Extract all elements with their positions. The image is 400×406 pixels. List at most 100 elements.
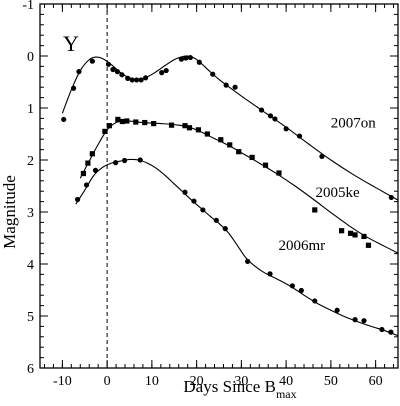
data-point-2005ke bbox=[106, 123, 112, 129]
series-label-2005ke: 2005ke bbox=[316, 185, 361, 201]
data-point-2007on bbox=[138, 77, 144, 83]
data-point-2005ke bbox=[227, 142, 233, 148]
data-point-2006mr bbox=[334, 307, 340, 313]
data-point-2006mr bbox=[361, 318, 367, 324]
data-point-2005ke bbox=[133, 119, 139, 125]
x-tick-label: 50 bbox=[324, 374, 338, 389]
data-point-2007on bbox=[129, 77, 135, 83]
data-point-2006mr bbox=[191, 198, 197, 204]
y-tick-label: 5 bbox=[27, 310, 34, 325]
y-axis-label: Magnitude bbox=[0, 175, 19, 249]
data-point-2006mr bbox=[245, 258, 251, 264]
series-labels: 2007on 2005ke 2006mr bbox=[278, 116, 376, 254]
data-point-2007on bbox=[114, 69, 121, 75]
data-point-2005ke bbox=[115, 116, 121, 123]
y-tick-label: 4 bbox=[27, 258, 34, 273]
data-point-2005ke bbox=[352, 232, 358, 238]
data-point-2006mr bbox=[113, 160, 119, 166]
data-point-2006mr bbox=[267, 271, 273, 277]
data-point-2006mr bbox=[289, 283, 295, 289]
y-tick-label: 0 bbox=[27, 50, 34, 65]
panel-label: Y bbox=[63, 31, 79, 56]
data-point-2005ke bbox=[89, 151, 95, 157]
data-point-2006mr bbox=[200, 207, 206, 213]
data-point-2005ke bbox=[182, 123, 188, 129]
data-point-2007on bbox=[223, 82, 229, 88]
data-point-2007on bbox=[89, 58, 95, 64]
data-point-2005ke bbox=[365, 242, 372, 248]
data-point-2007on bbox=[143, 75, 149, 81]
data-point-2007on bbox=[163, 67, 169, 74]
data-point-2007on bbox=[183, 55, 189, 61]
data-point-2006mr bbox=[213, 217, 219, 223]
data-point-2006mr bbox=[137, 157, 143, 163]
data-point-2005ke bbox=[204, 131, 210, 137]
y-tick-label: 2 bbox=[27, 154, 34, 169]
data-point-2007on bbox=[134, 77, 140, 83]
x-axis-label: Days Since Bmax bbox=[183, 377, 296, 401]
data-point-2007on bbox=[70, 85, 77, 91]
data-point-2005ke bbox=[262, 162, 269, 168]
x-tick-label: -10 bbox=[53, 374, 72, 389]
x-tick-label: 30 bbox=[234, 374, 248, 389]
x-tick-label: 40 bbox=[279, 374, 293, 389]
data-point-2006mr bbox=[222, 226, 228, 232]
data-point-2005ke bbox=[361, 233, 367, 240]
data-point-2007on bbox=[210, 71, 216, 77]
x-tick-label: 10 bbox=[145, 374, 159, 389]
data-point-2005ke bbox=[102, 128, 108, 134]
data-point-2007on bbox=[388, 194, 394, 201]
data-points bbox=[61, 54, 394, 335]
data-point-2007on bbox=[232, 84, 238, 90]
x-axis-label-main: Days Since B bbox=[183, 377, 276, 396]
data-point-2007on bbox=[159, 70, 165, 76]
series-label-2006mr: 2006mr bbox=[278, 238, 325, 254]
data-point-2007on bbox=[178, 56, 185, 62]
data-point-2007on bbox=[272, 116, 278, 122]
data-point-2007on bbox=[196, 59, 202, 65]
data-point-2007on bbox=[110, 66, 116, 73]
data-point-2005ke bbox=[195, 127, 202, 133]
data-point-2005ke bbox=[85, 160, 91, 166]
data-point-2005ke bbox=[218, 137, 224, 143]
data-point-2006mr bbox=[83, 182, 90, 188]
x-tick-label: 20 bbox=[190, 374, 204, 389]
data-point-2006mr bbox=[298, 287, 304, 294]
data-point-2005ke bbox=[142, 119, 148, 126]
data-point-2007on bbox=[283, 126, 289, 132]
data-point-2005ke bbox=[151, 121, 157, 127]
plot-frame bbox=[39, 3, 399, 369]
data-point-2007on bbox=[61, 116, 67, 123]
data-point-2006mr bbox=[182, 189, 188, 195]
data-point-2007on bbox=[258, 107, 265, 113]
data-point-2007on bbox=[187, 54, 193, 61]
data-point-2005ke bbox=[276, 170, 282, 176]
data-point-2007on bbox=[319, 153, 325, 159]
data-point-2006mr bbox=[312, 298, 318, 304]
data-point-2006mr bbox=[121, 157, 128, 164]
x-tick-label: 60 bbox=[369, 374, 383, 389]
data-point-2005ke bbox=[339, 228, 345, 234]
data-point-2006mr bbox=[379, 326, 385, 333]
y-tick-label: 6 bbox=[27, 362, 34, 377]
data-point-2005ke bbox=[168, 122, 175, 128]
data-point-2007on bbox=[76, 69, 82, 75]
y-tick-label: 3 bbox=[27, 206, 34, 221]
data-point-2005ke bbox=[236, 149, 242, 155]
data-point-2005ke bbox=[186, 125, 193, 131]
x-tick-label: 0 bbox=[104, 374, 111, 389]
data-point-2005ke bbox=[119, 118, 125, 125]
y-tick-label: 1 bbox=[27, 102, 34, 117]
data-point-2005ke bbox=[347, 230, 354, 236]
series-label-2007on: 2007on bbox=[331, 116, 377, 132]
data-point-2006mr bbox=[352, 317, 358, 323]
data-point-2006mr bbox=[92, 167, 99, 173]
data-point-2005ke bbox=[124, 118, 130, 124]
data-point-2005ke bbox=[249, 154, 255, 160]
data-point-2007on bbox=[296, 133, 303, 139]
data-point-2006mr bbox=[388, 329, 394, 335]
y-tick-label: -1 bbox=[22, 0, 34, 13]
data-point-2007on bbox=[119, 72, 125, 78]
